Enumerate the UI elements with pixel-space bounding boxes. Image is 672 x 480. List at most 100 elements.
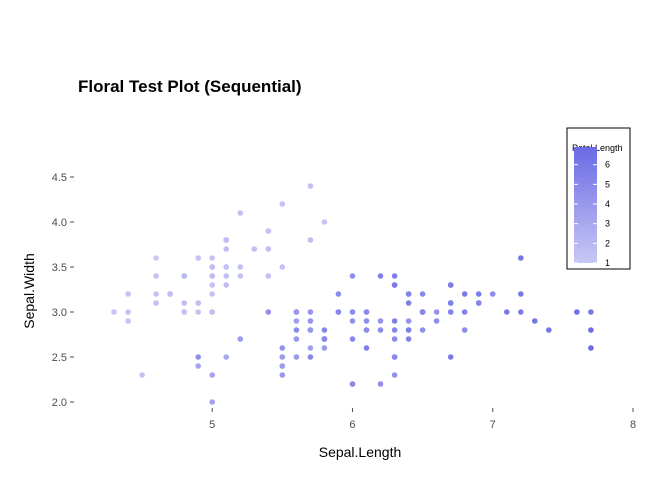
data-point (405, 291, 412, 297)
data-point (209, 282, 215, 288)
data-point (181, 300, 187, 306)
y-tick-label: 3.5 (52, 262, 67, 274)
y-tick-label: 2.5 (52, 352, 67, 364)
data-point (363, 309, 370, 315)
data-point (377, 327, 384, 333)
data-point (489, 291, 496, 297)
data-point (391, 273, 398, 279)
data-point (518, 291, 524, 297)
data-point (181, 309, 187, 315)
data-point (321, 336, 328, 342)
data-point (405, 300, 412, 306)
data-point (391, 336, 398, 342)
data-point (293, 309, 300, 315)
chart-title: Floral Test Plot (Sequential) (78, 77, 302, 96)
data-point (293, 318, 300, 324)
data-point (167, 291, 173, 297)
legend-tick-label: 2 (605, 238, 610, 248)
data-point (461, 327, 468, 333)
y-tick-label: 2.0 (52, 397, 67, 409)
data-point (475, 300, 482, 306)
data-point (461, 309, 468, 315)
data-point (209, 309, 215, 315)
data-point (419, 327, 426, 333)
data-point (532, 318, 538, 324)
data-point (574, 309, 580, 315)
data-point (223, 264, 229, 270)
data-point (307, 183, 314, 189)
data-point (279, 264, 286, 270)
data-point (223, 246, 229, 252)
data-point (209, 399, 215, 405)
data-point (307, 345, 314, 351)
data-point (349, 336, 356, 342)
data-point (279, 363, 286, 369)
data-point (307, 354, 314, 360)
data-point (153, 291, 159, 297)
data-point (433, 309, 440, 315)
data-point (321, 219, 328, 225)
data-point (447, 309, 454, 315)
data-point (125, 291, 131, 297)
data-point (195, 354, 201, 360)
data-point (588, 309, 594, 315)
x-tick-label: 8 (630, 419, 636, 431)
data-point (195, 363, 201, 369)
data-point (588, 345, 594, 351)
data-point (377, 273, 384, 279)
legend-tick-label: 4 (605, 199, 610, 209)
data-point (195, 300, 201, 306)
data-point (251, 246, 258, 252)
data-point (321, 327, 328, 333)
x-tick-label: 6 (349, 419, 355, 431)
data-point (279, 354, 286, 360)
x-tick-label: 7 (490, 419, 496, 431)
data-point (518, 255, 524, 261)
data-point (391, 354, 398, 360)
data-point (405, 327, 412, 333)
data-point (265, 273, 272, 279)
data-point (405, 318, 412, 324)
data-point (518, 309, 524, 315)
data-point (447, 354, 454, 360)
data-point (377, 381, 384, 387)
data-point (181, 273, 187, 279)
color-legend: Petal.Length 6 5 4 3 2 1 (566, 127, 631, 270)
data-point (363, 327, 370, 333)
data-point (307, 327, 314, 333)
data-point (293, 327, 300, 333)
data-point (405, 336, 412, 342)
data-point (307, 309, 314, 315)
data-point (139, 372, 145, 378)
data-point (237, 336, 244, 342)
data-point (195, 255, 201, 261)
x-axis: 5 6 7 8 (209, 408, 636, 431)
legend-title: Petal.Length (572, 143, 623, 153)
data-point (377, 318, 384, 324)
data-point (237, 210, 244, 216)
data-point (391, 327, 398, 333)
data-point (223, 282, 229, 288)
legend-tick-label: 5 (605, 179, 610, 189)
data-point (349, 309, 356, 315)
data-point (209, 291, 215, 297)
data-point (419, 309, 426, 315)
legend-tick-label: 1 (605, 258, 610, 268)
data-point (363, 345, 370, 351)
y-axis-title: Sepal.Width (21, 253, 37, 328)
data-point (237, 264, 244, 270)
data-point (153, 300, 159, 306)
legend-colorbar (574, 147, 597, 263)
data-point (349, 273, 356, 279)
data-point (321, 345, 328, 351)
data-point (391, 282, 398, 288)
data-point (209, 372, 215, 378)
data-point (391, 318, 398, 324)
data-point (125, 309, 131, 315)
data-point (475, 291, 482, 297)
legend-tick-label: 3 (605, 219, 610, 229)
data-point (419, 291, 426, 297)
data-point (223, 237, 229, 243)
data-point (153, 273, 159, 279)
data-point (293, 354, 300, 360)
